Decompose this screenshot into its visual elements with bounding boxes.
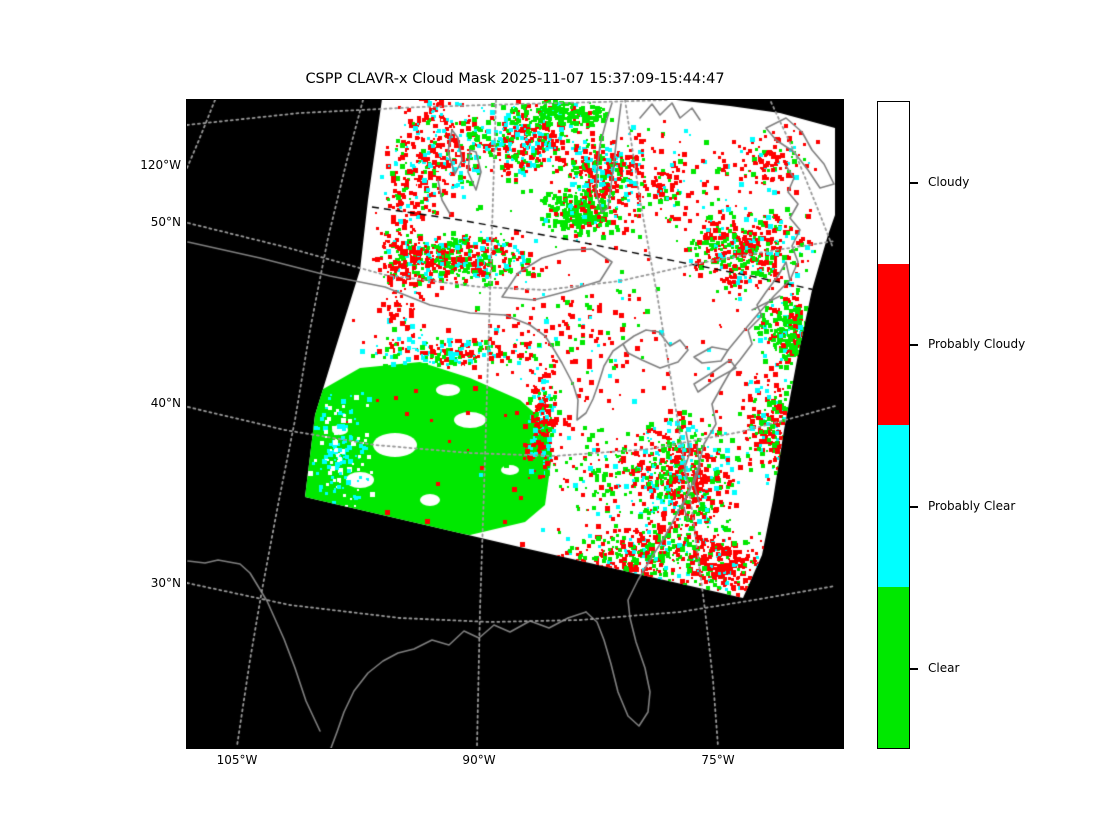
map-canvas <box>187 100 843 748</box>
colorbar-segment <box>878 425 909 587</box>
lon-tick-label: 105°W <box>216 753 258 767</box>
lat-tick-label: 40°N <box>150 396 181 410</box>
colorbar-tick <box>910 668 918 670</box>
colorbar-tick <box>910 506 918 508</box>
colorbar-tick <box>910 182 918 184</box>
lon-tick-label: 90°W <box>462 753 496 767</box>
figure-title: CSPP CLAVR-x Cloud Mask 2025-11-07 15:37… <box>305 71 725 87</box>
colorbar-label: Probably Clear <box>928 499 1016 513</box>
lat-tick-label: 120°W <box>140 158 181 172</box>
colorbar-tick <box>910 344 918 346</box>
colorbar-label: Cloudy <box>928 175 970 189</box>
colorbar-label: Probably Cloudy <box>928 337 1026 351</box>
map-axes <box>186 99 844 749</box>
colorbar <box>877 101 910 749</box>
lon-tick-label: 75°W <box>701 753 735 767</box>
colorbar-segment <box>878 586 909 748</box>
colorbar-segment <box>878 263 909 425</box>
colorbar-label: Clear <box>928 661 960 675</box>
colorbar-segment <box>878 102 909 264</box>
lat-tick-label: 50°N <box>150 215 181 229</box>
lat-tick-label: 30°N <box>150 576 181 590</box>
